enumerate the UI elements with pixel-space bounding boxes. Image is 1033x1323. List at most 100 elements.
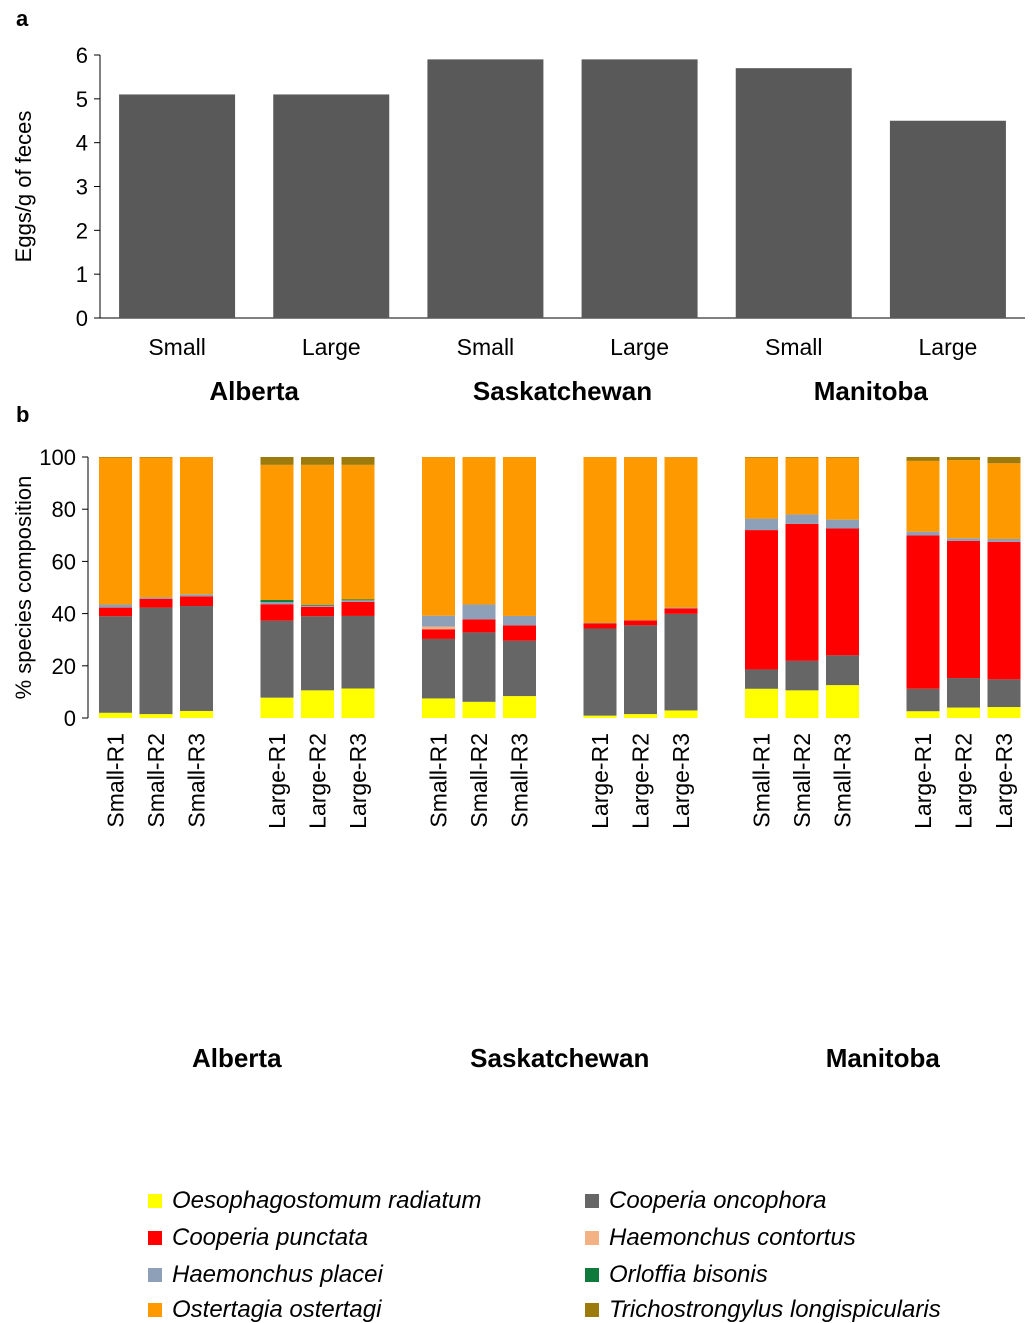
stack-segment bbox=[906, 711, 940, 718]
stack-segment bbox=[785, 457, 819, 458]
stack-segment bbox=[745, 530, 778, 670]
stack-segment bbox=[260, 600, 294, 603]
stack-segment bbox=[947, 457, 980, 461]
category-label-a: Large bbox=[610, 334, 669, 360]
bar-a bbox=[427, 59, 544, 319]
stack-segment bbox=[906, 460, 940, 532]
category-label-a: Small bbox=[457, 334, 515, 360]
stack-segment bbox=[947, 460, 980, 539]
y-tick-label-a: 3 bbox=[76, 175, 88, 200]
stack-segment bbox=[503, 625, 536, 641]
stack-segment bbox=[301, 604, 334, 606]
category-label-b: Small-R3 bbox=[830, 733, 856, 828]
stack-segment bbox=[180, 594, 213, 597]
stack-segment bbox=[99, 607, 132, 617]
legend-swatch bbox=[148, 1194, 162, 1208]
stack-segment bbox=[664, 607, 698, 609]
legend-swatch bbox=[585, 1268, 599, 1282]
stack-segment bbox=[987, 707, 1021, 718]
stack-segment bbox=[906, 531, 940, 536]
stack-segment bbox=[624, 620, 657, 626]
category-label-b: Large-R1 bbox=[587, 733, 613, 829]
y-tick-label-a: 2 bbox=[76, 218, 88, 243]
stack-segment bbox=[341, 615, 375, 689]
stack-segment bbox=[341, 601, 375, 616]
bar-a bbox=[273, 94, 390, 318]
stack-segment bbox=[301, 457, 334, 465]
stack-segment bbox=[503, 615, 536, 626]
stack-segment bbox=[826, 519, 859, 529]
stack-segment bbox=[624, 457, 657, 621]
stack-segment bbox=[503, 457, 536, 616]
category-label-a: Small bbox=[765, 334, 823, 360]
stack-segment bbox=[947, 707, 980, 718]
stack-segment bbox=[301, 690, 334, 718]
stack-segment bbox=[99, 616, 132, 713]
category-label-b: Small-R1 bbox=[749, 733, 775, 828]
stack-segment bbox=[583, 623, 617, 629]
stack-segment bbox=[906, 457, 940, 461]
stack-segment bbox=[180, 457, 213, 595]
y-axis-label-a: Eggs/g of feces bbox=[11, 111, 36, 263]
y-tick-label-a: 4 bbox=[76, 131, 88, 156]
legend-swatch bbox=[148, 1231, 162, 1245]
stack-segment bbox=[139, 457, 173, 598]
stack-segment bbox=[422, 615, 455, 627]
stack-segment bbox=[341, 688, 375, 718]
stack-segment bbox=[947, 678, 980, 708]
stack-segment bbox=[947, 540, 980, 679]
stack-segment bbox=[301, 605, 334, 607]
stack-segment bbox=[745, 669, 778, 689]
stack-segment bbox=[987, 538, 1021, 542]
stack-segment bbox=[260, 604, 294, 621]
chart-a: 0 1 2 3 4 5 6 Eggs/g of feces Small Large Small Lar… bbox=[11, 43, 1025, 406]
group-label-a: Manitoba bbox=[814, 376, 929, 406]
stack-segment bbox=[785, 457, 819, 515]
legend-label: Trichostrongylus longispicularis bbox=[609, 1296, 941, 1323]
y-tick-label-b: 0 bbox=[64, 706, 76, 731]
stack-segment bbox=[664, 457, 698, 608]
stack-segment bbox=[180, 606, 213, 711]
stack-segment bbox=[301, 606, 334, 617]
category-label-b: Large-R1 bbox=[264, 733, 290, 829]
stack-segment bbox=[583, 622, 617, 624]
stack-segment bbox=[462, 632, 496, 702]
stack-segment bbox=[826, 528, 859, 656]
bar-a bbox=[735, 68, 852, 319]
category-label-b: Large-R3 bbox=[668, 733, 694, 829]
category-label-b: Large-R2 bbox=[305, 733, 331, 829]
group-label-b: Alberta bbox=[192, 1043, 282, 1073]
bar-a bbox=[581, 59, 698, 319]
stack-segment bbox=[987, 541, 1021, 680]
stack-segment bbox=[99, 457, 132, 458]
legend-label: Orloffia bisonis bbox=[609, 1261, 768, 1288]
category-label-b: Small-R2 bbox=[143, 733, 169, 828]
stack-segment bbox=[664, 608, 698, 614]
stack-segment bbox=[139, 714, 173, 718]
category-label-b: Large-R1 bbox=[910, 733, 936, 829]
group-label-a: Saskatchewan bbox=[473, 376, 652, 406]
stack-segment bbox=[260, 620, 294, 698]
stack-segment bbox=[462, 701, 496, 718]
group-label-b: Manitoba bbox=[826, 1043, 941, 1073]
bar-a bbox=[119, 94, 236, 318]
y-axis-label-b: % species composition bbox=[11, 476, 36, 700]
stack-segment bbox=[664, 710, 698, 718]
stack-segment bbox=[785, 660, 819, 691]
legend-label: Ostertagia ostertagi bbox=[172, 1296, 382, 1323]
stack-segment bbox=[301, 464, 334, 605]
y-tick-label-a: 5 bbox=[76, 87, 88, 112]
stack-segment bbox=[139, 597, 173, 599]
stack-segment bbox=[341, 600, 375, 602]
bar-a bbox=[889, 120, 1006, 318]
stack-segment bbox=[826, 457, 859, 458]
category-label-a: Large bbox=[302, 334, 361, 360]
chart-b: 0 20 40 60 80 100% species composition Small-R… bbox=[11, 445, 1021, 1073]
stack-segment bbox=[624, 625, 657, 715]
category-label-b: Small-R1 bbox=[426, 733, 452, 828]
stack-segment bbox=[906, 535, 940, 689]
legend-swatch bbox=[585, 1303, 599, 1317]
stack-segment bbox=[422, 638, 455, 699]
stack-segment bbox=[260, 457, 294, 465]
legend-label: Haemonchus contortus bbox=[609, 1224, 856, 1251]
